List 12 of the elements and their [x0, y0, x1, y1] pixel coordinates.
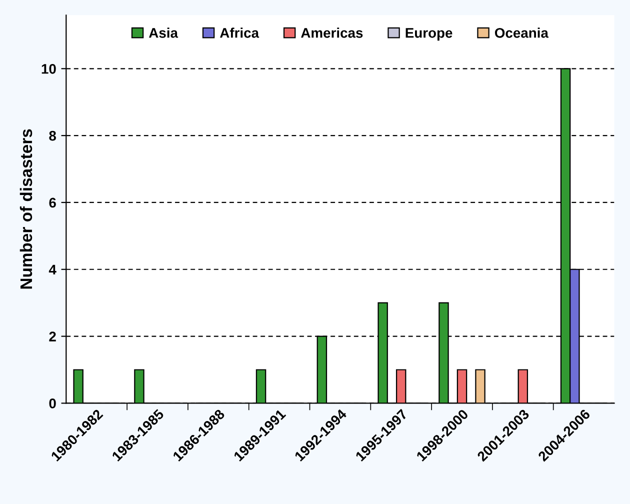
y-tick-label: 8 [49, 130, 56, 141]
legend-label: Europe [406, 28, 452, 41]
legend-label: Africa [220, 28, 260, 38]
legend-label: Asia [148, 28, 178, 38]
y-tick-label: 2 [49, 332, 56, 342]
y-axis-title: Number of disasters [20, 129, 32, 289]
y-tick-label: 0 [49, 398, 56, 408]
legend-label: Americas [301, 28, 363, 38]
legend-label: Oceania [494, 28, 549, 38]
y-tick-label: 10 [42, 64, 56, 74]
y-tick-label: 6 [49, 198, 56, 208]
y-tick-label: 4 [48, 264, 56, 274]
